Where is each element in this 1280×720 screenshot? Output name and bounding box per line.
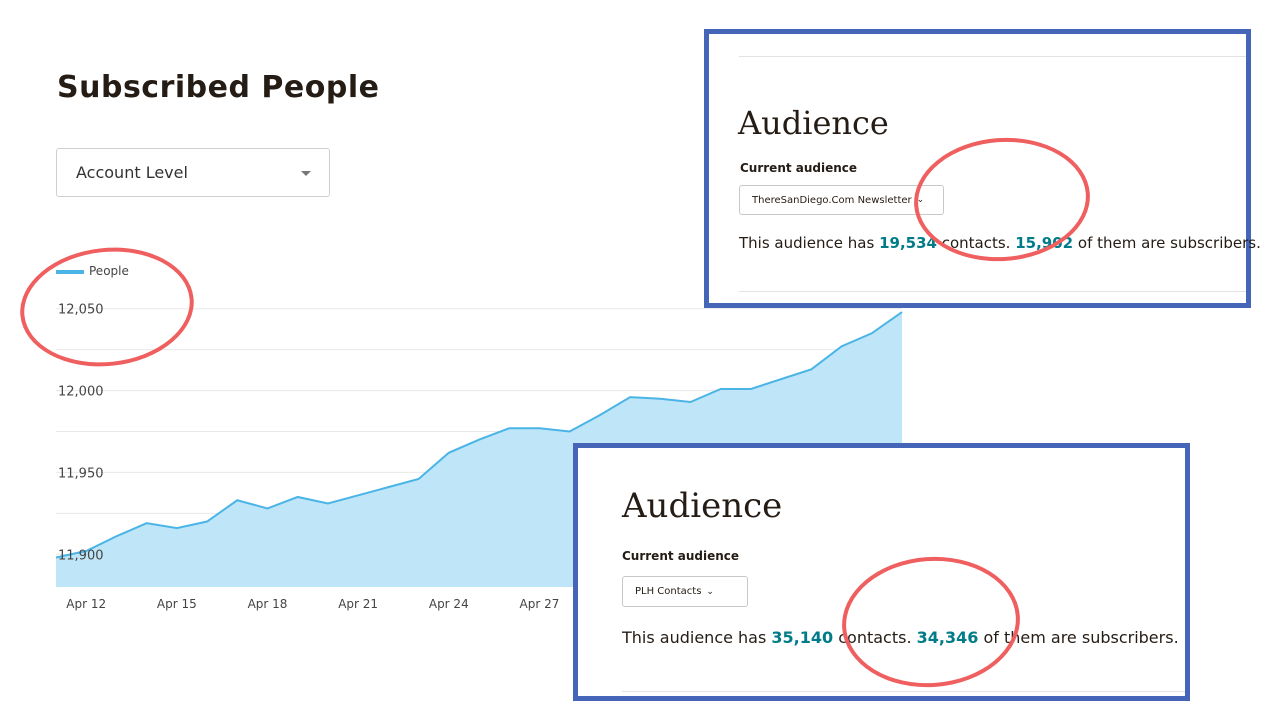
current-audience-select[interactable]: ThereSanDiego.Com Newsletter ⌄	[739, 185, 944, 215]
divider	[622, 691, 1185, 692]
x-tick-label: Apr 24	[429, 597, 469, 611]
account-level-select[interactable]: Account Level	[56, 148, 330, 197]
x-tick-label: Apr 12	[66, 597, 106, 611]
current-audience-select-value: PLH Contacts	[635, 586, 702, 597]
current-audience-select-value: ThereSanDiego.Com Newsletter	[752, 194, 912, 206]
divider	[739, 56, 1246, 57]
y-tick-label: 11,900	[58, 548, 104, 563]
series-line-people	[55, 311, 903, 559]
summary-prefix: This audience has	[739, 234, 880, 252]
current-audience-select[interactable]: PLH Contacts ⌄	[622, 576, 748, 607]
y-tick-label: 12,000	[58, 385, 104, 400]
chevron-down-icon: ⌄	[916, 195, 925, 205]
y-tick-label: 12,050	[58, 303, 104, 318]
audience-heading: Audience	[622, 486, 783, 526]
audience-summary: This audience has 19,534 contacts. 15,90…	[739, 234, 1261, 252]
x-tick-label: Apr 21	[338, 597, 378, 611]
audience-panel-top: Audience Current audience ThereSanDiego.…	[704, 29, 1261, 308]
summary-prefix: This audience has	[622, 628, 772, 647]
audience-heading: Audience	[738, 104, 889, 142]
x-tick-label: Apr 15	[157, 597, 197, 611]
subscribers-count-link[interactable]: 34,346	[916, 628, 979, 647]
contacts-count-link[interactable]: 19,534	[879, 234, 937, 252]
current-audience-label: Current audience	[740, 161, 858, 175]
summary-suffix: of them are subscribers.	[978, 628, 1179, 647]
summary-middle: contacts.	[936, 234, 1016, 252]
legend-label: People	[89, 264, 129, 278]
subscribers-count-link[interactable]: 15,902	[1015, 234, 1074, 252]
caret-down-icon	[301, 171, 311, 176]
summary-suffix: of them are subscribers.	[1073, 234, 1261, 252]
page-title: Subscribed People	[57, 70, 380, 105]
current-audience-label: Current audience	[622, 549, 740, 563]
audience-panel-bottom: Audience Current audience PLH Contacts ⌄…	[573, 443, 1190, 701]
account-level-select-value: Account Level	[76, 163, 188, 182]
divider	[739, 291, 1246, 292]
summary-middle: contacts.	[833, 628, 917, 647]
y-tick-label: 11,950	[58, 466, 104, 481]
chevron-down-icon: ⌄	[706, 586, 714, 597]
x-tick-label: Apr 27	[520, 597, 560, 611]
x-tick-label: Apr 18	[248, 597, 288, 611]
contacts-count-link[interactable]: 35,140	[771, 628, 834, 647]
audience-summary: This audience has 35,140 contacts. 34,34…	[622, 628, 1179, 647]
